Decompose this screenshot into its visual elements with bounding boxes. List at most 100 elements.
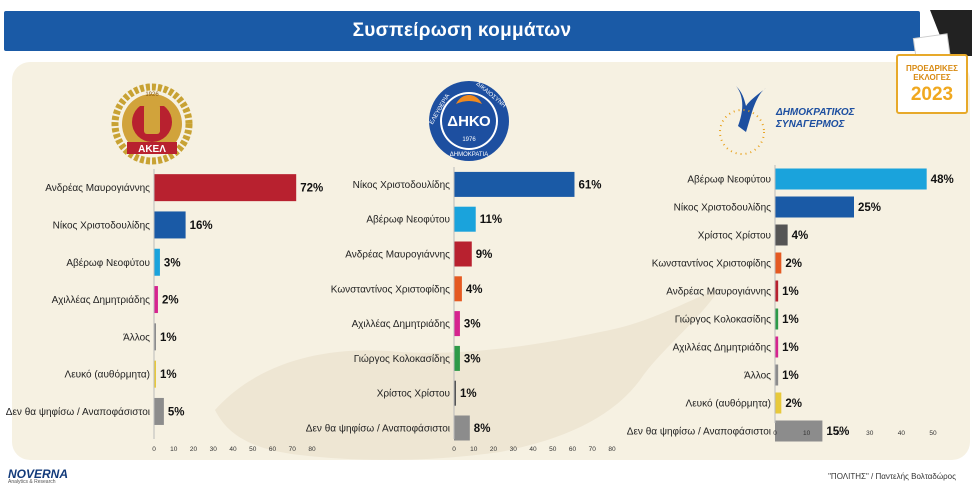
value-label: 25% bbox=[858, 202, 881, 214]
bar bbox=[775, 252, 782, 274]
x-tick-label: 70 bbox=[289, 446, 297, 453]
x-tick-label: 50 bbox=[549, 446, 557, 453]
category-label: Άλλος bbox=[744, 371, 771, 382]
x-tick-label: 10 bbox=[470, 446, 478, 453]
footer-credit: "ΠΟΛΙΤΗΣ" / Παντελής Βολταδώρος bbox=[828, 472, 956, 481]
bar bbox=[775, 364, 779, 386]
x-tick-label: 10 bbox=[170, 446, 178, 453]
x-tick-label: 0 bbox=[452, 446, 456, 453]
category-label: Λευκό (αυθόρμητα) bbox=[686, 398, 771, 410]
value-label: 4% bbox=[792, 230, 809, 242]
value-label: 3% bbox=[464, 353, 481, 365]
category-label: Αβέρωφ Νεοφύτου bbox=[366, 214, 450, 226]
bar bbox=[154, 174, 297, 202]
value-label: 3% bbox=[464, 319, 481, 331]
category-label: Αβέρωφ Νεοφύτου bbox=[687, 174, 771, 186]
value-label: 5% bbox=[168, 406, 185, 418]
badge-line1: ΠΡΟΕΔΡΙΚΕΣ bbox=[906, 64, 958, 73]
title-bar: Συσπείρωση κομμάτων bbox=[4, 11, 920, 51]
value-label: 2% bbox=[162, 295, 179, 307]
category-label: Ανδρέας Μαυρογιάννης bbox=[345, 249, 450, 261]
footer-brand: NOVERNA Analytics & Research bbox=[8, 467, 68, 485]
akel-logo bbox=[111, 83, 193, 165]
category-label: Κωνσταντίνος Χριστοφίδης bbox=[331, 283, 450, 295]
x-tick-label: 20 bbox=[490, 446, 498, 453]
bar bbox=[775, 308, 779, 330]
x-tick-label: 10 bbox=[803, 430, 811, 437]
value-label: 8% bbox=[474, 423, 491, 435]
bar bbox=[775, 196, 854, 218]
value-label: 61% bbox=[578, 179, 601, 191]
bar bbox=[154, 323, 156, 351]
disy-logo-line1: ΔΗΜΟΚΡΑΤΙΚΟΣ bbox=[775, 107, 856, 118]
page-title: Συσπείρωση κομμάτων bbox=[352, 20, 572, 41]
x-tick-label: 50 bbox=[249, 446, 257, 453]
category-label: Γιώργος Κολοκασίδης bbox=[675, 314, 771, 326]
value-label: 48% bbox=[931, 174, 954, 186]
bar bbox=[454, 241, 472, 267]
akel-logo-text: ΑΚΕΛ bbox=[138, 144, 166, 155]
value-label: 9% bbox=[476, 249, 493, 261]
category-label: Αχιλλέας Δημητριάδης bbox=[352, 318, 451, 330]
category-label: Νίκος Χριστοδουλίδης bbox=[53, 219, 151, 231]
x-tick-label: 40 bbox=[898, 430, 906, 437]
bar bbox=[775, 420, 823, 442]
bar bbox=[775, 336, 779, 358]
category-label: Χρίστος Χρίστου bbox=[377, 388, 450, 400]
value-label: 15% bbox=[826, 426, 849, 438]
value-label: 1% bbox=[782, 370, 799, 382]
bar bbox=[454, 206, 476, 232]
category-label: Νίκος Χριστοδουλίδης bbox=[674, 202, 772, 214]
value-label: 1% bbox=[160, 332, 177, 344]
value-label: 3% bbox=[164, 257, 181, 269]
bar bbox=[775, 224, 788, 246]
value-label: 1% bbox=[460, 388, 477, 400]
diko-logo-year: 1976 bbox=[462, 137, 476, 143]
brand-sub: Analytics & Research bbox=[8, 479, 56, 485]
category-label: Νίκος Χριστοδουλίδης bbox=[353, 179, 451, 191]
x-tick-label: 0 bbox=[773, 430, 777, 437]
category-label: Αχιλλέας Δημητριάδης bbox=[673, 342, 772, 354]
bar bbox=[154, 286, 158, 314]
bar bbox=[775, 168, 927, 190]
bar bbox=[154, 397, 164, 425]
bar bbox=[454, 415, 470, 441]
disy-logo bbox=[719, 86, 766, 155]
badge-line2: ΕΚΛΟΓΕΣ bbox=[913, 73, 951, 82]
x-tick-label: 0 bbox=[152, 446, 156, 453]
value-label: 1% bbox=[782, 286, 799, 298]
diko-ring-bottom: ΔΗΜΟΚΡΑΤΙΑ bbox=[450, 152, 488, 158]
disy-logo-line2: ΣΥΝΑΓΕΡΜΟΣ bbox=[775, 119, 846, 130]
diko-logo bbox=[429, 81, 509, 161]
bar bbox=[454, 311, 460, 337]
x-tick-label: 60 bbox=[269, 446, 277, 453]
bar bbox=[454, 171, 575, 197]
category-label: Δεν θα ψηφίσω / Αναποφάσιστοι bbox=[6, 406, 150, 418]
x-tick-label: 30 bbox=[866, 430, 874, 437]
badge-year: 2023 bbox=[910, 84, 954, 105]
elections-badge: ΠΡΟΕΔΡΙΚΕΣ ΕΚΛΟΓΕΣ 2023 bbox=[896, 54, 968, 114]
value-label: 2% bbox=[785, 398, 802, 410]
category-label: Δεν θα ψηφίσω / Αναποφάσιστοι bbox=[306, 423, 450, 435]
x-tick-label: 40 bbox=[229, 446, 237, 453]
bar bbox=[454, 345, 460, 371]
map-silhouette bbox=[215, 288, 720, 460]
x-tick-label: 30 bbox=[210, 446, 218, 453]
category-label: Λευκό (αυθόρμητα) bbox=[65, 369, 150, 381]
category-label: Ανδρέας Μαυρογιάννης bbox=[45, 182, 150, 194]
bar bbox=[775, 392, 782, 414]
x-tick-label: 80 bbox=[308, 446, 316, 453]
x-tick-label: 60 bbox=[569, 446, 577, 453]
diko-logo-text: ΔΗΚΟ bbox=[447, 113, 491, 130]
bar bbox=[454, 380, 456, 406]
x-tick-label: 70 bbox=[589, 446, 597, 453]
x-tick-label: 80 bbox=[608, 446, 616, 453]
value-label: 72% bbox=[300, 183, 323, 195]
bar bbox=[454, 276, 462, 302]
brand-name: NOVERNA bbox=[8, 467, 69, 481]
category-label: Κωνσταντίνος Χριστοφίδης bbox=[652, 258, 771, 270]
x-tick-label: 50 bbox=[929, 430, 937, 437]
x-tick-label: 40 bbox=[529, 446, 537, 453]
category-label: Άλλος bbox=[123, 332, 150, 343]
x-tick-label: 20 bbox=[835, 430, 843, 437]
